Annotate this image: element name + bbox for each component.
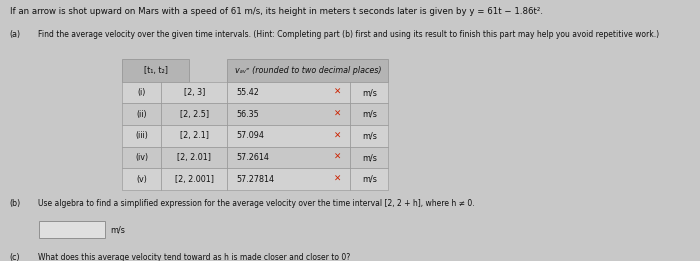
Text: What does this average velocity tend toward as h is made closer and closer to 0?: What does this average velocity tend tow… [38, 253, 351, 261]
Text: 57.2614: 57.2614 [236, 153, 269, 162]
Text: [2, 2.01]: [2, 2.01] [177, 153, 211, 162]
Text: [2, 2.1]: [2, 2.1] [180, 131, 209, 140]
Text: 57.094: 57.094 [236, 131, 264, 140]
Text: m/s: m/s [362, 175, 377, 184]
Text: ✕: ✕ [334, 175, 341, 184]
Text: (v): (v) [136, 175, 147, 184]
Text: (iii): (iii) [135, 131, 148, 140]
Text: ✕: ✕ [334, 153, 341, 162]
Text: vₐᵥᵉ (rounded to two decimal places): vₐᵥᵉ (rounded to two decimal places) [234, 66, 382, 75]
Text: ✕: ✕ [334, 88, 341, 97]
Text: [2, 2.5]: [2, 2.5] [180, 110, 209, 119]
Text: Use algebra to find a simplified expression for the average velocity over the ti: Use algebra to find a simplified express… [38, 199, 475, 208]
Text: m/s: m/s [362, 88, 377, 97]
Text: [2, 2.001]: [2, 2.001] [175, 175, 214, 184]
Text: m/s: m/s [111, 225, 125, 234]
Text: (c): (c) [10, 253, 20, 261]
Text: 57.27814: 57.27814 [236, 175, 274, 184]
Text: (i): (i) [138, 88, 146, 97]
Text: If an arrow is shot upward on Mars with a speed of 61 m/s, its height in meters : If an arrow is shot upward on Mars with … [10, 7, 542, 15]
Text: ✕: ✕ [334, 110, 341, 119]
Text: [2, 3]: [2, 3] [183, 88, 205, 97]
Text: Find the average velocity over the given time intervals. (Hint: Completing part : Find the average velocity over the given… [38, 30, 659, 39]
Text: m/s: m/s [362, 153, 377, 162]
Text: 55.42: 55.42 [236, 88, 259, 97]
Text: (iv): (iv) [135, 153, 148, 162]
Text: m/s: m/s [362, 110, 377, 119]
Text: m/s: m/s [362, 131, 377, 140]
Text: (ii): (ii) [136, 110, 147, 119]
Text: (a): (a) [10, 30, 21, 39]
Text: 56.35: 56.35 [236, 110, 258, 119]
Text: (b): (b) [10, 199, 21, 208]
Text: ✕: ✕ [334, 131, 341, 140]
Text: [t₁, t₂]: [t₁, t₂] [144, 66, 168, 75]
